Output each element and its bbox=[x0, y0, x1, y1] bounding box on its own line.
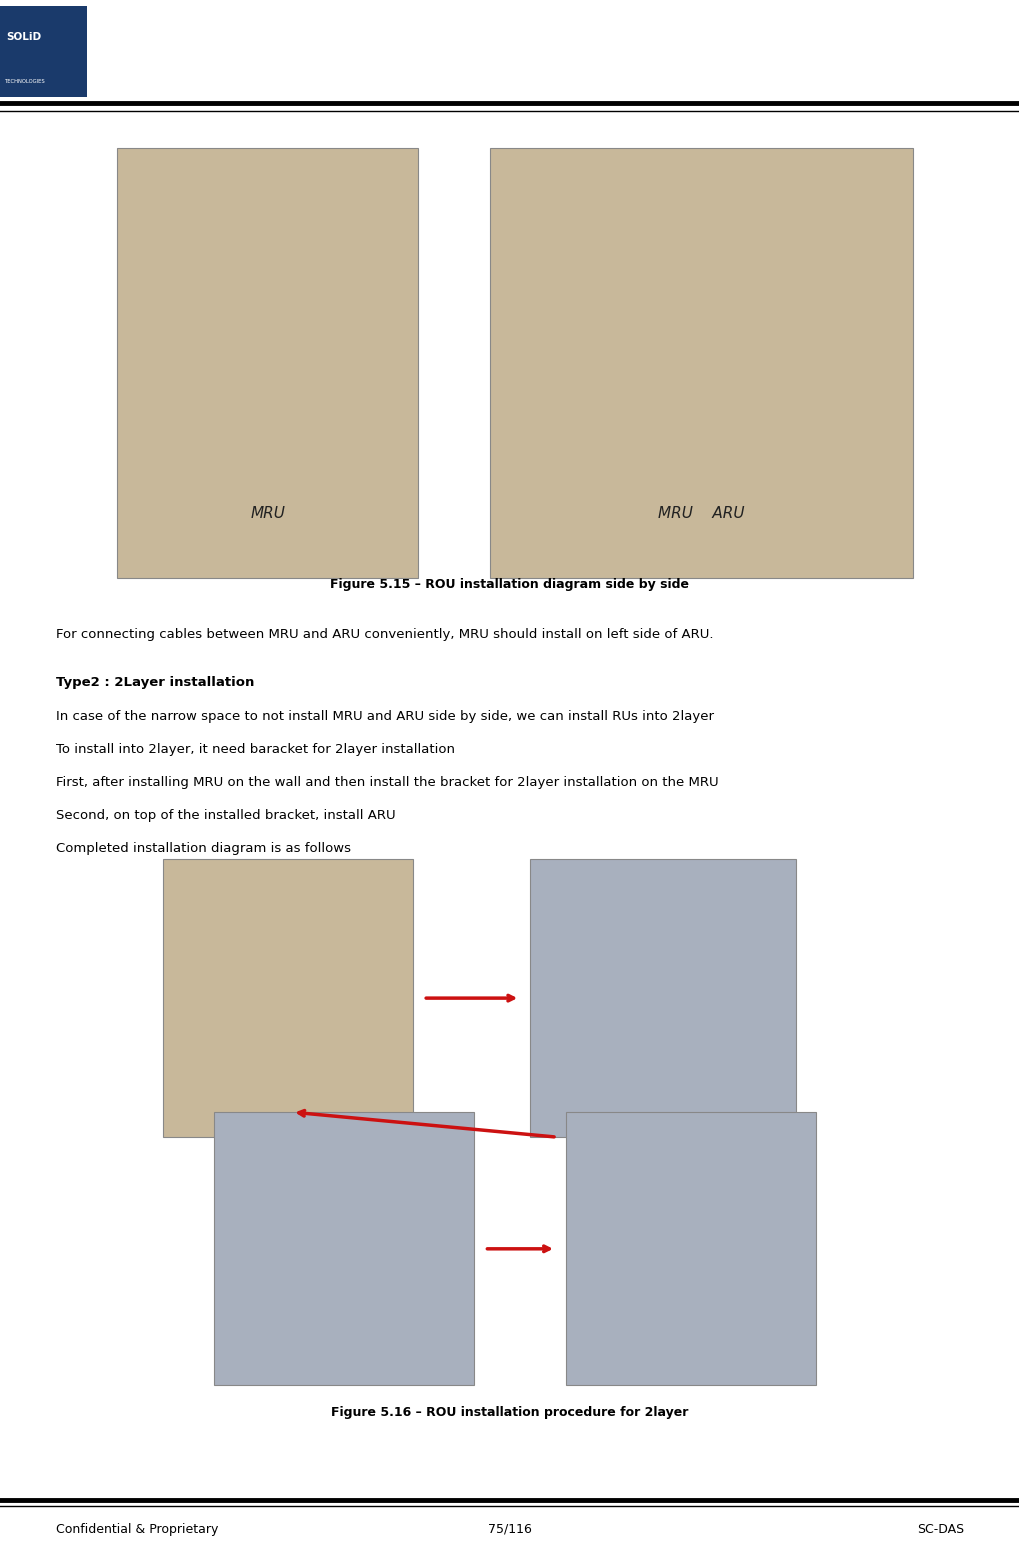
Text: Figure 5.16 – ROU installation procedure for 2layer: Figure 5.16 – ROU installation procedure… bbox=[331, 1406, 688, 1418]
Bar bbox=[0, 6, 87, 97]
Text: TECHNOLOGIES: TECHNOLOGIES bbox=[5, 78, 46, 84]
Bar bbox=[489, 148, 912, 578]
Bar bbox=[163, 859, 413, 1137]
Text: In case of the narrow space to not install MRU and ARU side by side, we can inst: In case of the narrow space to not insta… bbox=[56, 711, 713, 723]
Text: Confidential & Proprietary: Confidential & Proprietary bbox=[56, 1523, 218, 1535]
Text: Second, on top of the installed bracket, install ARU: Second, on top of the installed bracket,… bbox=[56, 809, 395, 822]
Text: 75/116: 75/116 bbox=[487, 1523, 532, 1535]
Text: Completed installation diagram is as follows: Completed installation diagram is as fol… bbox=[56, 842, 351, 854]
Bar bbox=[117, 148, 418, 578]
Text: For connecting cables between MRU and ARU conveniently, MRU should install on le: For connecting cables between MRU and AR… bbox=[56, 628, 713, 640]
Bar bbox=[214, 1112, 474, 1385]
Bar bbox=[530, 859, 795, 1137]
Text: Type2 : 2Layer installation: Type2 : 2Layer installation bbox=[56, 676, 254, 689]
Text: MRU: MRU bbox=[250, 506, 285, 522]
Bar bbox=[566, 1112, 815, 1385]
Text: SC-DAS: SC-DAS bbox=[916, 1523, 963, 1535]
Text: Figure 5.15 – ROU installation diagram side by side: Figure 5.15 – ROU installation diagram s… bbox=[330, 578, 689, 590]
Text: SOLiD: SOLiD bbox=[6, 33, 41, 42]
Text: MRU    ARU: MRU ARU bbox=[657, 506, 744, 522]
Text: To install into 2layer, it need baracket for 2layer installation: To install into 2layer, it need baracket… bbox=[56, 744, 454, 756]
Text: First, after installing MRU on the wall and then install the bracket for 2layer : First, after installing MRU on the wall … bbox=[56, 776, 718, 789]
